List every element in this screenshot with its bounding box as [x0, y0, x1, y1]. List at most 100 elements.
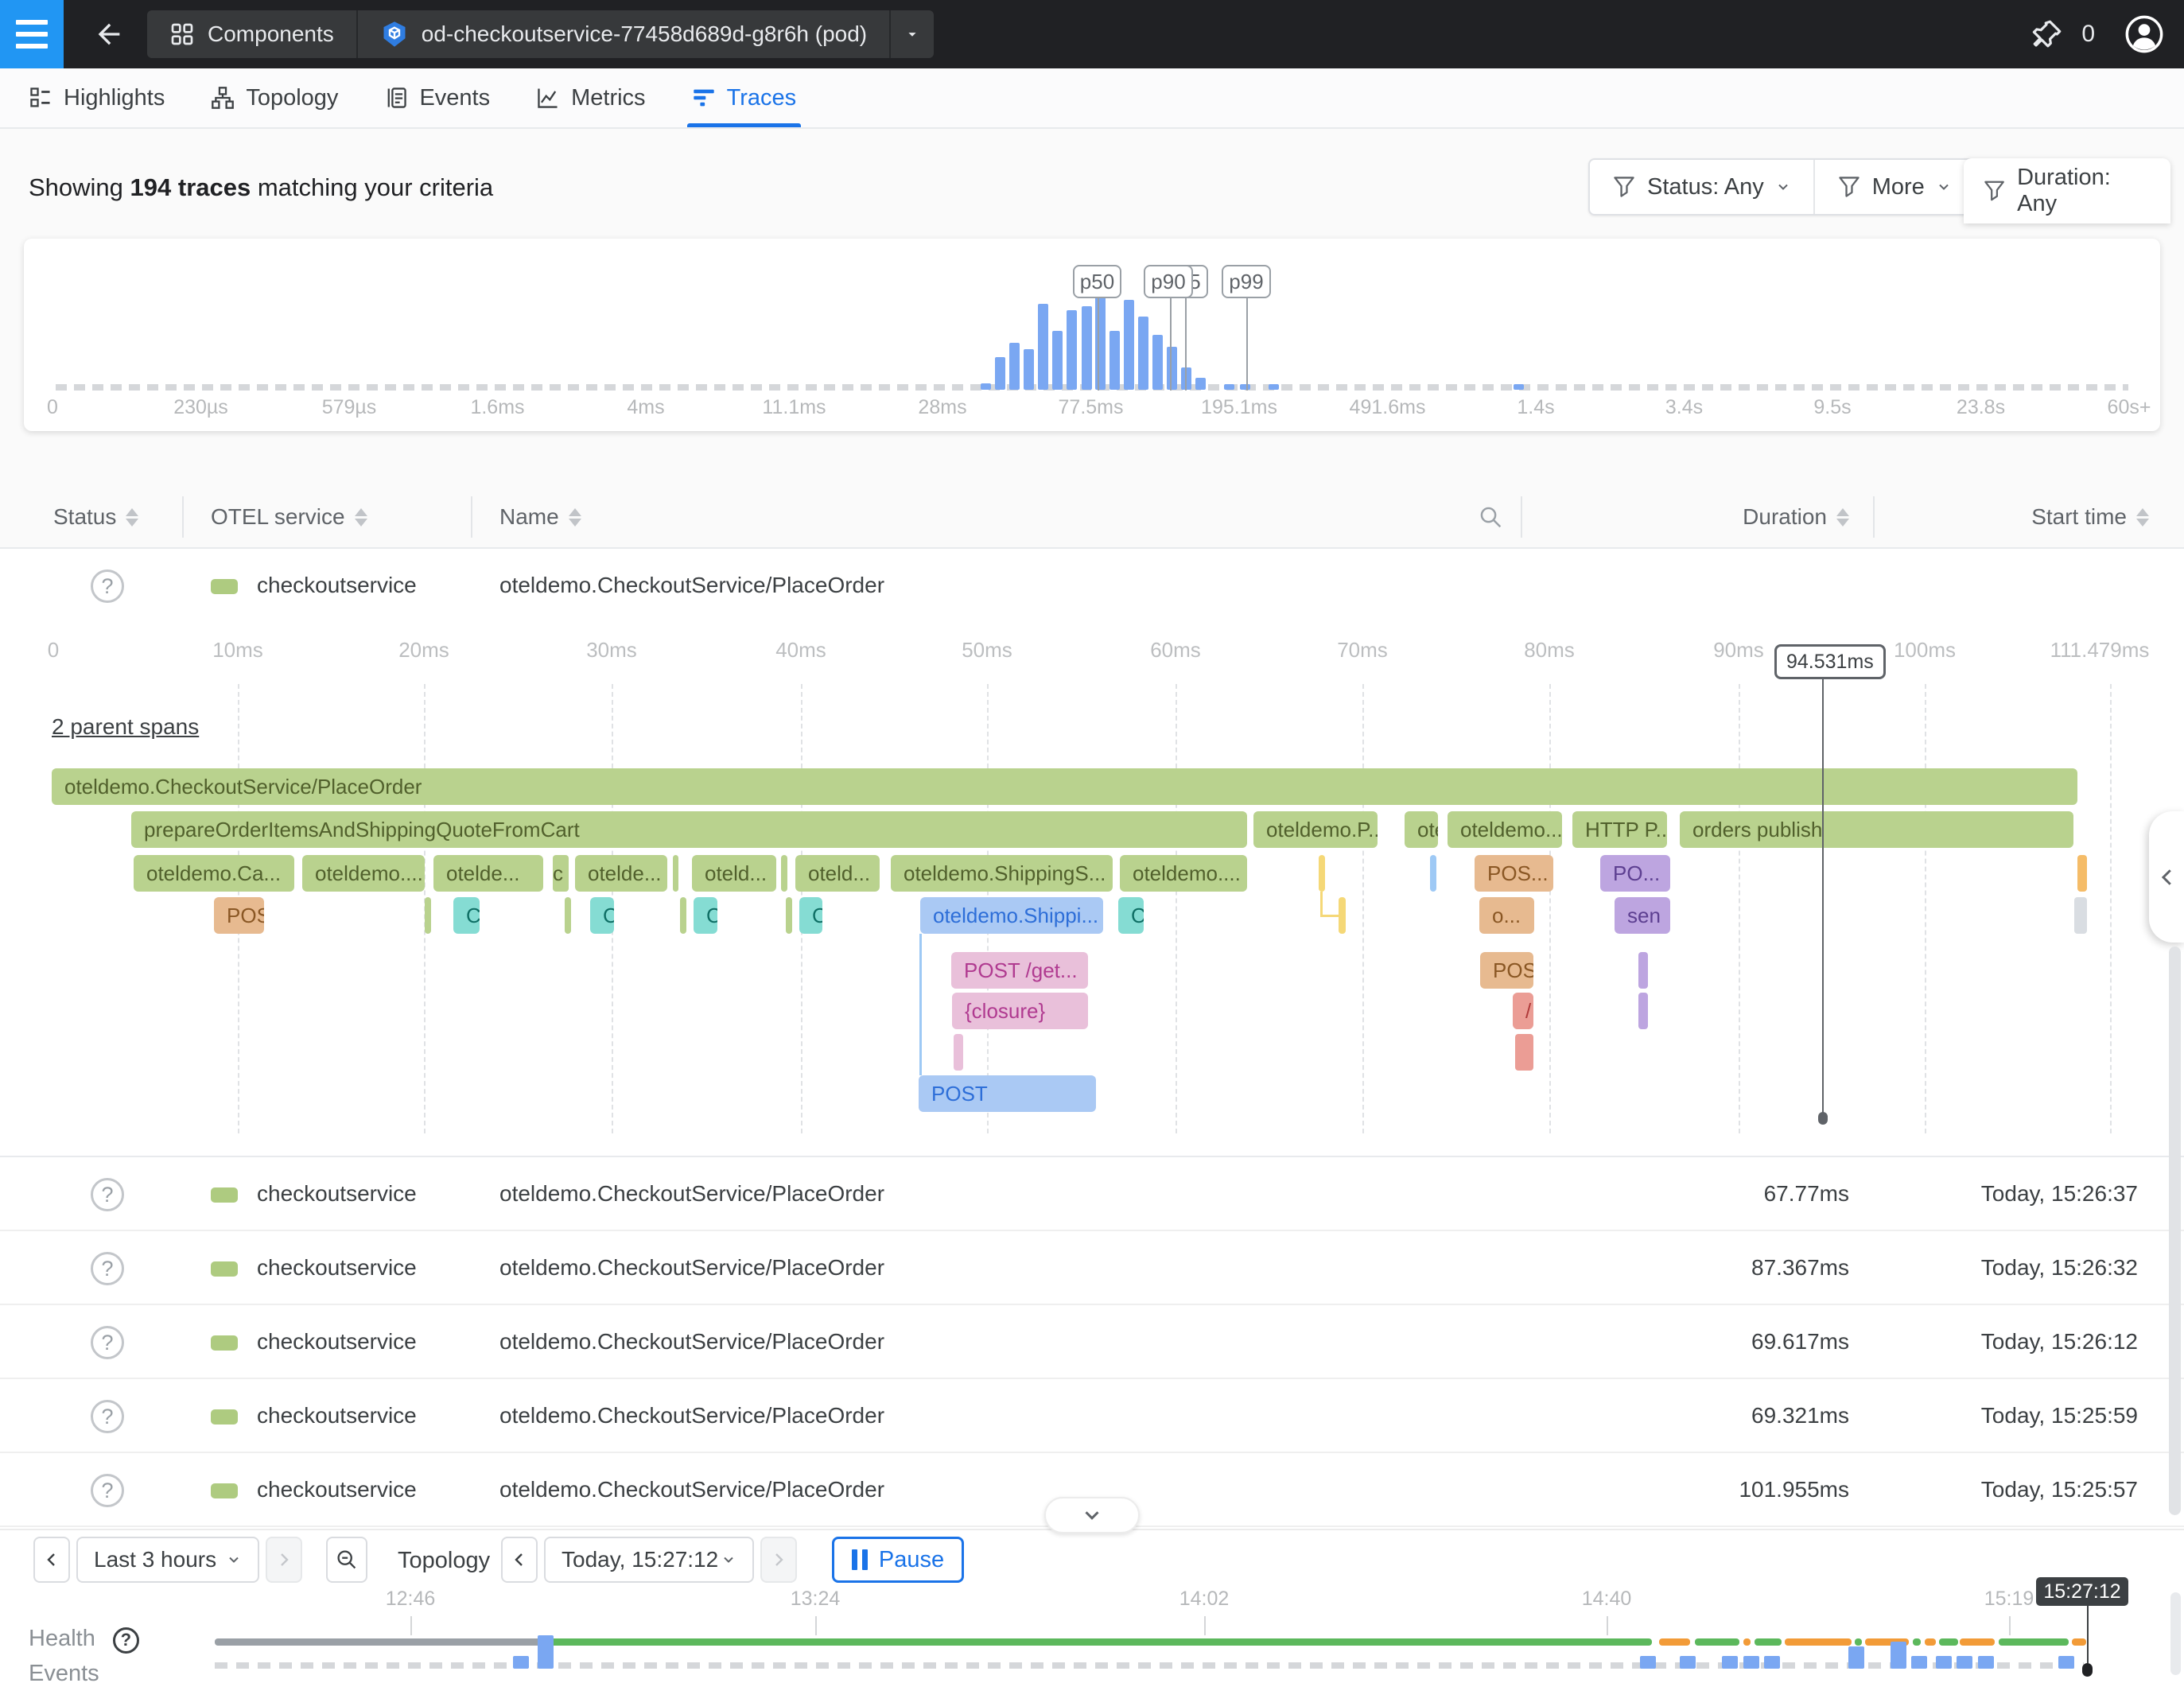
column-header-otel-service[interactable]: OTEL service	[211, 504, 367, 530]
waterfall-axis-tick: 90ms	[1713, 638, 1764, 662]
span-bar[interactable]: POST	[919, 1075, 1096, 1112]
span-bar[interactable]: oteld...	[795, 855, 880, 892]
components-tab[interactable]: Components	[147, 10, 356, 58]
health-segment-orange	[2072, 1638, 2086, 1646]
more-filter-button[interactable]: More	[1813, 160, 1974, 214]
trace-table-row[interactable]: ? checkoutservice oteldemo.CheckoutService…	[0, 1231, 2184, 1305]
column-header-status[interactable]: Status	[53, 504, 139, 530]
tab-highlights[interactable]: Highlights	[29, 68, 165, 127]
span-bar-sliver[interactable]	[1319, 855, 1325, 892]
time-marker-line[interactable]	[1822, 678, 1824, 1117]
span-bar-sliver[interactable]	[781, 855, 787, 892]
span-bar[interactable]: ote	[1405, 811, 1438, 848]
trace-table-row[interactable]: ? checkoutservice oteldemo.CheckoutService…	[0, 1305, 2184, 1379]
sort-icon	[2136, 507, 2149, 527]
column-header-duration[interactable]: Duration	[1743, 504, 1849, 530]
span-bar[interactable]: oteld...	[692, 855, 776, 892]
span-bar[interactable]: oteldemo....	[1120, 855, 1247, 892]
span-bar-sliver[interactable]	[786, 897, 792, 934]
span-bar[interactable]: oteldemo.ShippingS...	[891, 855, 1113, 892]
span-bar-sliver[interactable]	[673, 855, 678, 892]
span-bar-sliver[interactable]	[954, 1034, 963, 1071]
tab-topology[interactable]: Topology	[211, 68, 338, 127]
span-bar-sliver[interactable]	[2077, 855, 2087, 892]
span-bar-sliver[interactable]	[425, 897, 431, 934]
time-back-button[interactable]	[501, 1537, 538, 1583]
table-search-button[interactable]	[1478, 504, 1503, 530]
column-header-start-time[interactable]: Start time	[2031, 504, 2149, 530]
span-bar[interactable]: oteldemo.Shippi...	[920, 897, 1103, 934]
pause-button[interactable]: Pause	[832, 1537, 964, 1583]
pin-icon[interactable]	[2030, 17, 2064, 51]
collapse-trace-button[interactable]	[1044, 1497, 1140, 1533]
span-bar[interactable]: otelde...	[575, 855, 667, 892]
status-filter-button[interactable]: Status: Any	[1590, 160, 1813, 214]
time-range-dropdown[interactable]: Last 3 hours	[76, 1537, 259, 1583]
health-segment-green	[1755, 1638, 1782, 1646]
span-bar-sliver[interactable]	[1638, 952, 1648, 989]
span-bar[interactable]: PO...	[1600, 855, 1670, 892]
histogram-axis-label: 579µs	[321, 396, 377, 418]
entity-tab-menu[interactable]	[889, 10, 935, 58]
span-bar-sliver[interactable]	[1515, 1034, 1533, 1071]
span-bar[interactable]: o...	[1479, 897, 1534, 934]
span-bar[interactable]: sen	[1615, 897, 1670, 934]
hamburger-menu-button[interactable]	[0, 0, 64, 68]
health-segment-orange	[1659, 1638, 1690, 1646]
column-header-name[interactable]: Name	[499, 504, 581, 530]
tab-events[interactable]: Events	[384, 68, 490, 127]
range-back-button[interactable]	[33, 1537, 70, 1583]
timeline-scrollbar[interactable]	[2170, 1592, 2181, 1675]
span-bar[interactable]: oteldemo....	[1448, 811, 1562, 848]
span-bar[interactable]: POS	[214, 897, 264, 934]
span-bar[interactable]: C	[799, 897, 822, 934]
timestamp-dropdown[interactable]: Today, 15:27:12	[544, 1537, 754, 1583]
timeline-cursor-line[interactable]	[2087, 1606, 2089, 1663]
tab-metrics[interactable]: Metrics	[536, 68, 646, 127]
waterfall-axis-tick: 40ms	[775, 638, 826, 662]
entity-tab[interactable]: od-checkoutservice-77458d689d-g8r6h (pod…	[356, 10, 890, 58]
waterfall-axis-tick: 10ms	[212, 638, 263, 662]
span-bar[interactable]: oteldemo.P...	[1253, 811, 1378, 848]
zoom-out-button[interactable]	[326, 1537, 367, 1583]
span-bar[interactable]: /	[1513, 993, 1533, 1029]
span-bar[interactable]: C	[1118, 897, 1144, 934]
span-bar[interactable]: oteldemo....	[302, 855, 425, 892]
span-bar[interactable]: C	[694, 897, 717, 934]
span-bar[interactable]: C	[590, 897, 614, 934]
parent-spans-link[interactable]: 2 parent spans	[52, 714, 200, 739]
span-bar-sliver[interactable]	[1638, 993, 1648, 1029]
span-bar[interactable]: orders publish	[1680, 811, 2073, 848]
trace-table-row[interactable]: ? checkoutservice oteldemo.CheckoutService…	[0, 1157, 2184, 1231]
span-bar[interactable]: otelde...	[433, 855, 543, 892]
tab-traces[interactable]: Traces	[686, 68, 801, 127]
span-bar[interactable]: POST /get...	[951, 952, 1088, 989]
timeline-cursor-badge[interactable]: 15:27:12	[2036, 1577, 2128, 1606]
span-bar[interactable]: POS	[1480, 952, 1533, 989]
span-bar[interactable]: C	[453, 897, 480, 934]
span-bar[interactable]: {closure}	[952, 993, 1088, 1029]
span-bar-sliver[interactable]	[565, 897, 571, 934]
help-icon[interactable]: ?	[112, 1627, 139, 1654]
time-marker-label[interactable]: 94.531ms	[1774, 644, 1886, 679]
span-bar-sliver[interactable]	[680, 897, 686, 934]
span-bar[interactable]: c	[553, 855, 569, 892]
span-bar-sliver[interactable]	[1430, 855, 1436, 892]
timeline-cursor-dot[interactable]	[2082, 1663, 2093, 1677]
duration-filter-button[interactable]: Duration: Any	[1964, 158, 2170, 223]
span-bar[interactable]: oteldemo.CheckoutService/PlaceOrder	[52, 768, 2077, 805]
span-bar[interactable]: HTTP P...	[1572, 811, 1667, 848]
duration-histogram: 0 230µs 579µs 1.6ms 4ms 11.1ms 28ms 77.5ms 195.1…	[24, 239, 2160, 431]
time-forward-button[interactable]	[760, 1537, 797, 1583]
trace-table-row[interactable]: ? checkoutservice oteldemo.CheckoutService…	[0, 1379, 2184, 1453]
span-bar[interactable]: POS...	[1475, 855, 1553, 892]
span-bar-sliver[interactable]	[1339, 897, 1346, 934]
span-bar[interactable]: oteldemo.Ca...	[134, 855, 294, 892]
range-forward-button[interactable]	[266, 1537, 302, 1583]
side-panel-toggle[interactable]	[2149, 811, 2184, 943]
user-avatar-icon[interactable]	[2124, 14, 2165, 55]
span-bar-sliver[interactable]	[2074, 897, 2087, 934]
vertical-scrollbar[interactable]	[2169, 946, 2181, 1515]
back-button[interactable]	[89, 14, 129, 54]
span-bar[interactable]: prepareOrderItemsAndShippingQuoteFromCar…	[131, 811, 1247, 848]
